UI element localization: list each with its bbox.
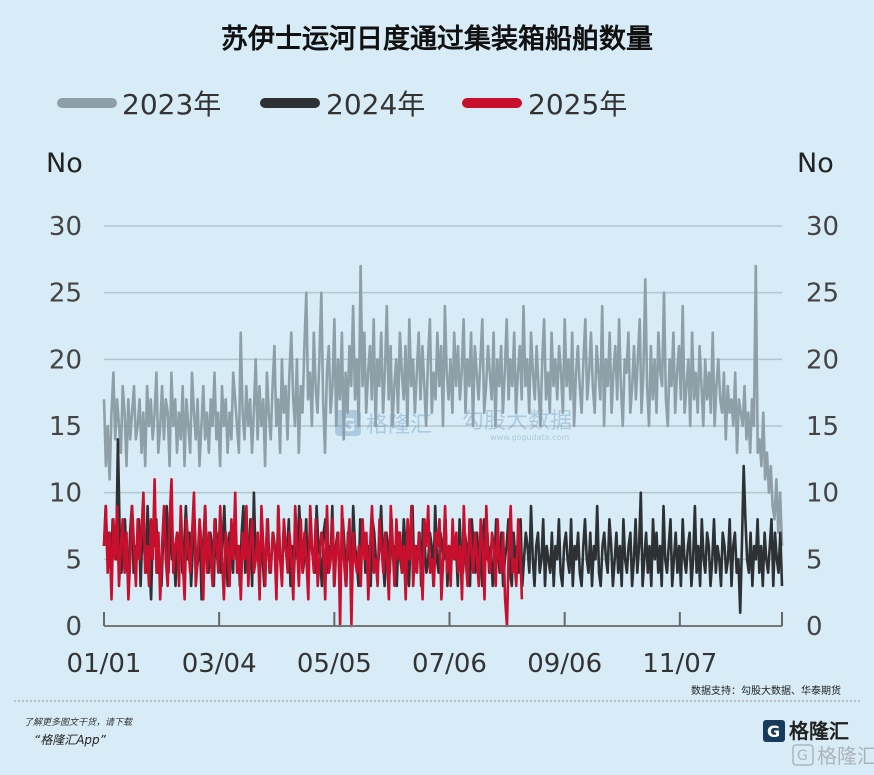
- x-tick-label-03/04: 03/04: [182, 649, 257, 679]
- y-tick-left-0: 0: [65, 612, 82, 642]
- y-ticks: 0 0 5 5 10 10 15 15 20 20 25 25 30 30: [49, 212, 839, 642]
- svg-text:G: G: [797, 748, 808, 764]
- brand-logo: G 格隆汇 G 格隆汇: [763, 719, 874, 768]
- x-tick-label-07/06: 07/06: [412, 649, 487, 679]
- brand-logo-mirror-icon: G: [792, 744, 814, 766]
- x-tick-label-09/06: 09/06: [527, 649, 602, 679]
- legend-label-2023: 2023年: [122, 88, 221, 121]
- y-tick-right-5: 5: [806, 545, 823, 575]
- watermark-right-sub: www.gogudata.com: [490, 433, 569, 442]
- y-tick-left-15: 15: [49, 412, 82, 442]
- legend-label-2024: 2024年: [326, 88, 425, 121]
- x-ticks: 01/01 03/04 05/05 07/06 09/06 11/07: [67, 612, 783, 679]
- y-tick-left-10: 10: [49, 479, 82, 509]
- x-tick-label-11/07: 11/07: [642, 649, 717, 679]
- series-line-2025年: [102, 477, 524, 628]
- y-tick-right-10: 10: [806, 479, 839, 509]
- y-tick-right-25: 25: [806, 279, 839, 309]
- y-tick-right-20: 20: [806, 345, 839, 375]
- y-tick-right-30: 30: [806, 212, 839, 242]
- series-layer: [102, 264, 784, 628]
- legend-item-2024: 2024年: [260, 88, 425, 121]
- brand-name-mirror: 格隆汇: [817, 744, 874, 768]
- y-unit-left: No: [46, 148, 83, 179]
- y-tick-left-5: 5: [65, 545, 82, 575]
- legend-item-2025: 2025年: [462, 88, 627, 121]
- x-tick-label-05/05: 05/05: [297, 649, 372, 679]
- brand-name: 格隆汇: [789, 719, 849, 743]
- brand-logo-icon: G: [763, 720, 785, 742]
- footer-app-name: “格隆汇App”: [34, 733, 107, 747]
- source-note: 数据支持：勾股大数据、华泰期货: [691, 684, 841, 697]
- x-tick-label-01/01: 01/01: [67, 649, 142, 679]
- y-tick-left-25: 25: [49, 279, 82, 309]
- y-tick-right-0: 0: [806, 612, 823, 642]
- y-unit-right: No: [797, 148, 834, 179]
- legend: 2023年 2024年 2025年: [57, 88, 627, 121]
- legend-label-2025: 2025年: [528, 88, 627, 121]
- svg-text:G: G: [767, 722, 780, 741]
- chart-title: 苏伊士运河日度通过集装箱船舶数量: [221, 23, 653, 55]
- series-line-2023年: [102, 264, 784, 547]
- y-tick-left-30: 30: [49, 212, 82, 242]
- footer-note: 了解更多图文干货，请下载: [24, 717, 133, 728]
- legend-item-2023: 2023年: [57, 88, 221, 121]
- y-tick-left-20: 20: [49, 345, 82, 375]
- watermark: G 格隆汇 勾股大数据 www.gogudata.com: [335, 409, 572, 442]
- y-tick-right-15: 15: [806, 412, 839, 442]
